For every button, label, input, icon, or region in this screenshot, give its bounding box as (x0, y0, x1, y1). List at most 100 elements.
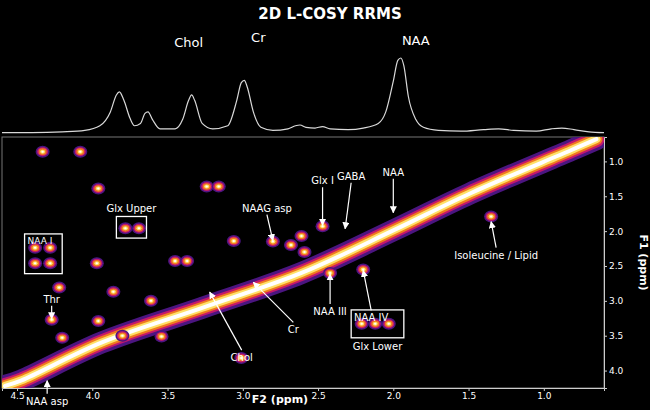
cross-peak (90, 257, 104, 269)
cross-peak-contour (123, 226, 128, 230)
cross-peak-contour (299, 248, 310, 257)
y-tick-mark (604, 231, 607, 232)
y-axis-title: F1 (ppm) (637, 234, 650, 290)
cross-peak-contour (294, 230, 308, 242)
cross-peak-contour (111, 290, 116, 294)
y-tick-label: 1.0 (609, 157, 624, 167)
x-tick-label: 3.0 (236, 391, 251, 401)
annotation-label: Glx Lower (353, 341, 403, 352)
cross-peak-contour (41, 151, 43, 153)
cross-peak-contour (93, 184, 104, 193)
annotation-arrow (345, 183, 351, 229)
cross-peak-contour (61, 337, 63, 339)
annotation-label: Glx Upper (106, 203, 157, 214)
cross-peak-contour (204, 185, 209, 189)
cross-peak-contour (112, 291, 114, 293)
cross-peak (294, 230, 308, 242)
cross-peak-contour (356, 263, 370, 275)
cross-peak-contour (73, 146, 87, 158)
cross-peak (106, 286, 120, 298)
annotation-arrow (322, 187, 323, 225)
annotation-arrow (210, 292, 242, 350)
diagonal-contour (5, 139, 596, 386)
cross-peak-contour (201, 182, 212, 191)
cross-peak (36, 146, 50, 158)
cross-peak-contour (34, 247, 36, 249)
x-tick: 4.5 (10, 388, 24, 401)
cross-peak-contour (93, 317, 104, 326)
x-tick: 1.5 (462, 388, 476, 401)
cross-peak-contour (213, 182, 224, 191)
cross-peak-contour (185, 259, 190, 263)
cross-peak-contour (55, 332, 69, 344)
cross-peak-contour (288, 243, 293, 247)
cross-peak-contour (215, 183, 223, 190)
annotation-box (25, 234, 63, 274)
cross-peak-contour (203, 183, 211, 190)
cross-peak (52, 282, 66, 294)
annotation-label: NAA asp (26, 396, 68, 407)
cross-peak-contour (487, 213, 495, 220)
cross-peak-contour (106, 286, 120, 298)
cross-peak-contour (49, 247, 51, 249)
cross-peak-contour (97, 320, 99, 322)
cross-peak-contour (96, 187, 101, 191)
x-tick: 3.0 (236, 388, 251, 401)
cross-peak-contour (76, 148, 84, 155)
x-tick-label: 4.5 (10, 391, 24, 401)
y-tick-label: 1.5 (609, 192, 623, 202)
cross-peak-contour (300, 235, 302, 237)
x-tick-label: 1.5 (462, 391, 476, 401)
cross-peak-contour (124, 227, 126, 229)
cross-peak-contour (150, 300, 152, 302)
annotation-arrow (51, 306, 52, 319)
cross-peak (55, 332, 69, 344)
cross-peak-contour (46, 260, 54, 267)
cross-peak-contour (173, 259, 178, 263)
peak-label: Chol (174, 35, 203, 50)
y-tick-label: 2.0 (609, 227, 624, 237)
cross-peak (180, 255, 194, 267)
y-tick-mark (604, 336, 607, 337)
cross-peak-contour (93, 260, 101, 267)
cross-peak-contour (362, 268, 364, 270)
cross-peak-contour (284, 239, 298, 251)
y-axis-line (605, 138, 608, 389)
chart-title: 2D L-COSY RRMS (258, 5, 401, 23)
annotation-arrow (47, 381, 48, 394)
cross-peak (356, 263, 370, 275)
spectrum-group (2, 58, 604, 133)
cross-peak-contour (160, 335, 162, 337)
y-tick-mark (604, 266, 607, 267)
cross-peak-contour (96, 319, 101, 323)
annotation-label: NAA III (313, 306, 346, 317)
spectrum-line (2, 58, 604, 133)
cross-peak-contour (212, 181, 226, 193)
cross-peak-contour (36, 146, 50, 158)
cross-peak-contour (43, 257, 57, 269)
x-tick-label: 2.5 (311, 391, 325, 401)
cross-peak-contour (228, 236, 239, 245)
cross-peak (266, 236, 280, 248)
cross-peak (212, 181, 226, 193)
cross-peak-contour (290, 244, 292, 246)
background (0, 0, 650, 410)
cross-peak-contour (115, 330, 129, 342)
annotation-label: NAA IV (354, 312, 389, 323)
cross-peak (132, 222, 146, 234)
cross-peak-contour (171, 258, 179, 265)
annotation-box (116, 216, 146, 238)
cross-peak (28, 257, 42, 269)
cross-peak-contour (133, 224, 144, 233)
cross-peak-contour (120, 334, 125, 338)
cross-peak-contour (94, 261, 99, 265)
cross-peak-contour (174, 260, 176, 262)
cross-peak-contour (486, 212, 497, 221)
cross-peak-contour (287, 242, 295, 249)
annotation-label: Isoleucine / Lipid (454, 250, 538, 261)
cross-peak-contour (155, 330, 169, 342)
peak-label: NAA (402, 33, 430, 48)
cross-peak-contour (298, 246, 312, 258)
cross-peak-contour (132, 222, 146, 234)
cross-peak-contour (231, 239, 236, 243)
